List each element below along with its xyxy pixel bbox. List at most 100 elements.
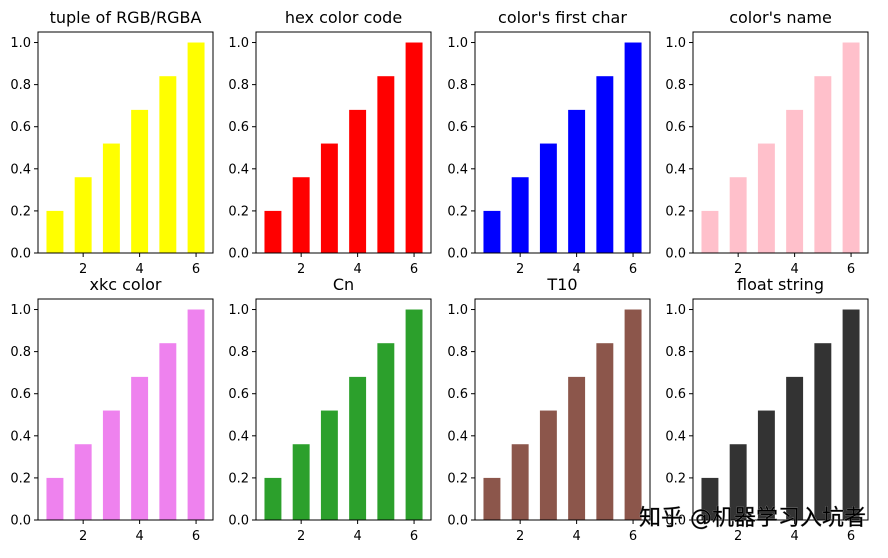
bar xyxy=(320,143,338,253)
y-tick-label: 1.0 xyxy=(447,36,468,51)
bar xyxy=(292,177,310,253)
bar xyxy=(292,444,310,520)
bar xyxy=(483,210,501,253)
axes-frame xyxy=(37,31,214,254)
y-tick-label: 0.2 xyxy=(665,471,686,486)
axes-frame xyxy=(37,298,214,521)
x-tick-label: 4 xyxy=(790,262,798,277)
x-tick-label: 6 xyxy=(410,262,418,277)
bar xyxy=(539,143,557,253)
subplot-title: hex color code xyxy=(285,8,402,27)
y-tick-label: 0.6 xyxy=(447,387,468,402)
bar xyxy=(511,444,529,520)
bar xyxy=(187,42,205,253)
x-tick-label: 6 xyxy=(192,262,200,277)
y-tick-label: 0.2 xyxy=(228,204,249,219)
y-tick-label: 1.0 xyxy=(10,303,31,318)
y-tick-label: 0.2 xyxy=(447,471,468,486)
bar xyxy=(377,76,395,253)
subplot-title: xkc color xyxy=(89,275,161,294)
bar xyxy=(159,76,177,253)
x-tick-label: 4 xyxy=(572,262,580,277)
y-tick-label: 0.6 xyxy=(228,120,249,135)
bar xyxy=(46,477,64,520)
x-tick-label: 6 xyxy=(192,529,200,544)
axes-frame xyxy=(692,298,869,521)
x-tick-label: 2 xyxy=(734,262,742,277)
x-tick-label: 6 xyxy=(847,529,855,544)
y-tick-label: 0.8 xyxy=(447,345,468,360)
subplot-4: 0.0 0.2 0.4 0.6 0.8 1.0 2 4 6 color's name xyxy=(665,8,869,277)
y-tick-label: 0.6 xyxy=(228,387,249,402)
y-tick-label: 0.4 xyxy=(228,429,249,444)
bar xyxy=(701,477,719,520)
x-tick-label: 6 xyxy=(847,262,855,277)
y-tick-label: 0.4 xyxy=(447,429,468,444)
bar xyxy=(511,177,529,253)
x-tick-label: 4 xyxy=(572,529,580,544)
y-tick-label: 0.6 xyxy=(10,120,31,135)
x-tick-label: 2 xyxy=(734,529,742,544)
subplot-title: Cn xyxy=(333,275,354,294)
bar xyxy=(349,109,367,253)
x-tick-label: 4 xyxy=(135,529,143,544)
y-tick-label: 0.4 xyxy=(665,429,686,444)
bar xyxy=(159,343,177,520)
bar xyxy=(842,42,860,253)
x-tick-label: 2 xyxy=(79,262,87,277)
bar xyxy=(814,343,832,520)
y-tick-label: 0.8 xyxy=(10,345,31,360)
bar xyxy=(377,343,395,520)
subplot-title: color's name xyxy=(729,8,832,27)
y-tick-label: 0.6 xyxy=(10,387,31,402)
axes-frame xyxy=(255,31,432,254)
y-tick-label: 0.2 xyxy=(10,471,31,486)
bar xyxy=(596,343,614,520)
x-tick-label: 2 xyxy=(297,529,305,544)
bar xyxy=(74,177,92,253)
y-tick-label: 0.8 xyxy=(665,345,686,360)
axes-frame xyxy=(692,31,869,254)
x-tick-label: 2 xyxy=(297,262,305,277)
x-tick-label: 4 xyxy=(353,529,361,544)
y-tick-label: 0.0 xyxy=(10,247,31,262)
y-tick-label: 1.0 xyxy=(665,36,686,51)
y-tick-label: 0.4 xyxy=(447,162,468,177)
y-tick-label: 0.8 xyxy=(228,78,249,93)
bar xyxy=(729,177,747,253)
y-tick-label: 0.8 xyxy=(10,78,31,93)
y-tick-label: 1.0 xyxy=(447,303,468,318)
y-tick-label: 0.8 xyxy=(665,78,686,93)
subplot-3: 0.0 0.2 0.4 0.6 0.8 1.0 2 4 6 color's first char xyxy=(447,8,651,277)
y-tick-label: 1.0 xyxy=(665,303,686,318)
x-tick-label: 4 xyxy=(790,529,798,544)
bar xyxy=(405,42,423,253)
subplot-2: 0.0 0.2 0.4 0.6 0.8 1.0 2 4 6 hex color code xyxy=(228,8,432,277)
y-tick-label: 0.6 xyxy=(665,120,686,135)
y-tick-label: 0.0 xyxy=(665,514,686,529)
y-tick-label: 0.8 xyxy=(447,78,468,93)
y-tick-label: 0.0 xyxy=(10,514,31,529)
y-tick-label: 0.0 xyxy=(447,247,468,262)
axes-frame xyxy=(255,298,432,521)
bar xyxy=(264,477,282,520)
y-tick-label: 1.0 xyxy=(10,36,31,51)
y-tick-label: 0.0 xyxy=(447,514,468,529)
bar xyxy=(814,76,832,253)
x-tick-label: 2 xyxy=(516,262,524,277)
x-tick-label: 6 xyxy=(410,529,418,544)
subplot-1: 0.0 0.2 0.4 0.6 0.8 1.0 2 4 6 tuple of RGB/RGBA xyxy=(10,8,214,277)
subplot-8: 0.0 0.2 0.4 0.6 0.8 1.0 2 4 6 float string xyxy=(665,275,869,544)
y-tick-label: 0.0 xyxy=(228,514,249,529)
y-tick-label: 0.6 xyxy=(665,387,686,402)
y-tick-label: 0.2 xyxy=(228,471,249,486)
y-tick-label: 0.4 xyxy=(10,429,31,444)
y-tick-label: 0.8 xyxy=(228,345,249,360)
bar xyxy=(349,376,367,520)
x-tick-label: 4 xyxy=(135,262,143,277)
y-tick-label: 0.2 xyxy=(447,204,468,219)
subplot-5: 0.0 0.2 0.4 0.6 0.8 1.0 2 4 6 xkc color xyxy=(10,275,214,544)
watermark-text: 知乎 @机器学习入坑者 xyxy=(639,506,866,531)
bar xyxy=(405,309,423,520)
